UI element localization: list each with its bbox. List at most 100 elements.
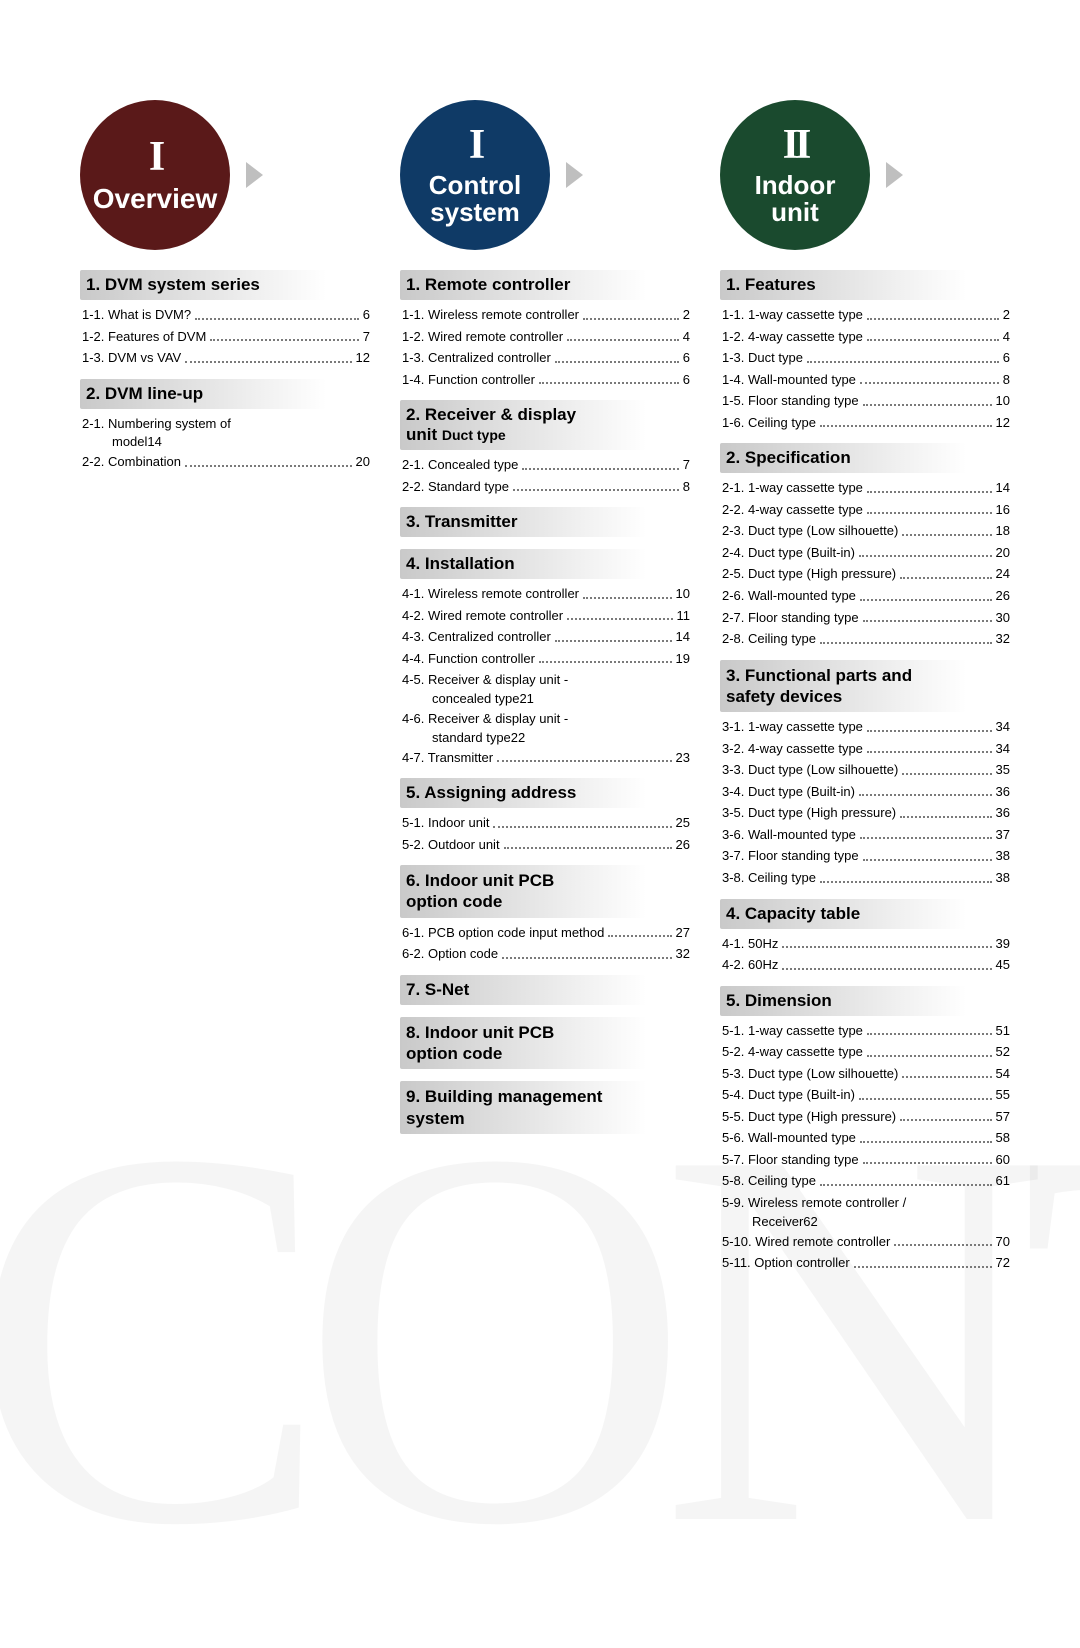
toc-item-page: 18 [996, 522, 1010, 540]
toc-item-label: 2-1. Concealed type [402, 456, 518, 474]
column-header: IControlsystem [400, 100, 690, 250]
toc-item-sublabel: model [112, 434, 147, 449]
section-items: 4-1. 50Hz394-2. 60Hz45 [720, 935, 1010, 974]
toc-item-label: 2-3. Duct type (Low silhouette) [722, 522, 898, 540]
toc-item: 4-4. Function controller19 [402, 650, 690, 668]
toc-item-label: 5-1. Indoor unit [402, 814, 489, 832]
toc-item-label: 2-2. Standard type [402, 478, 509, 496]
toc-item-page: 58 [996, 1129, 1010, 1147]
chapter-circle: IOverview [80, 100, 230, 250]
toc-item-label: 5-5. Duct type (High pressure) [722, 1108, 896, 1126]
arrow-icon [886, 162, 903, 188]
toc-item: 5-3. Duct type (Low silhouette)54 [722, 1065, 1010, 1083]
toc-item-page: 6 [683, 371, 690, 389]
toc-item: 1-5. Floor standing type10 [722, 392, 1010, 410]
chapter-circle: IControlsystem [400, 100, 550, 250]
toc-item-page: 12 [356, 349, 370, 367]
toc-item: 1-3. DVM vs VAV12 [82, 349, 370, 367]
toc-item: 1-4. Wall-mounted type 8 [722, 371, 1010, 389]
toc-item-label: 5-3. Duct type (Low silhouette) [722, 1065, 898, 1083]
toc-item-page: 32 [676, 945, 690, 963]
chapter-circle: IIIndoorunit [720, 100, 870, 250]
toc-item-page: 11 [677, 607, 691, 625]
toc-item: 2-6. Wall-mounted type26 [722, 587, 1010, 605]
toc-item-label: 1-3. Centralized controller [402, 349, 551, 367]
toc-item: 3-3. Duct type (Low silhouette)35 [722, 761, 1010, 779]
toc-item: 2-3. Duct type (Low silhouette) 18 [722, 522, 1010, 540]
toc-item-page: 55 [996, 1086, 1010, 1104]
toc-item-label: 5-8. Ceiling type [722, 1172, 816, 1190]
toc-item: 2-8. Ceiling type32 [722, 630, 1010, 648]
toc-item: 3-4. Duct type (Built-in)36 [722, 783, 1010, 801]
arrow-icon [246, 162, 263, 188]
toc-item-page: 60 [996, 1151, 1010, 1169]
toc-item: 4-6. Receiver & display unit - [402, 710, 690, 728]
toc-item-label: 2-2. Combination [82, 453, 181, 471]
toc-item: 1-2. Wired remote controller4 [402, 328, 690, 346]
toc-item-sub: model14 [82, 434, 370, 449]
toc-item: 5-1. 1-way cassette type 51 [722, 1022, 1010, 1040]
toc-item: 1-3. Duct type6 [722, 349, 1010, 367]
toc-item-page: 38 [996, 869, 1010, 887]
toc-item-page: 34 [996, 740, 1010, 758]
toc-item-label: 3-7. Floor standing type [722, 847, 859, 865]
toc-item-label: 5-1. 1-way cassette type [722, 1022, 863, 1040]
toc-item-page: 45 [996, 956, 1010, 974]
toc-item: 3-2. 4-way cassette type 34 [722, 740, 1010, 758]
toc-item-sublabel: standard type [432, 730, 511, 745]
toc-item-label: 5-4. Duct type (Built-in) [722, 1086, 855, 1104]
toc-item: 4-2. Wired remote controller11 [402, 607, 690, 625]
page: IOverview1. DVM system series1-1. What i… [0, 0, 1080, 1316]
toc-item: 3-1. 1-way cassette type34 [722, 718, 1010, 736]
toc-item-label: 4-4. Function controller [402, 650, 535, 668]
toc-item-label: 3-8. Ceiling type [722, 869, 816, 887]
toc-item-page: 26 [676, 836, 690, 854]
toc-item-page: 4 [1003, 328, 1010, 346]
toc-item-label: 5-6. Wall-mounted type [722, 1129, 856, 1147]
section-heading: 9. Building managementsystem [400, 1081, 690, 1134]
toc-item-label: 6-1. PCB option code input method [402, 924, 604, 942]
toc-item: 2-1. Numbering system of [82, 415, 370, 433]
roman-numeral: I [149, 136, 161, 178]
section-items: 4-1. Wireless remote controller104-2. Wi… [400, 585, 690, 766]
toc-item: 5-10. Wired remote controller70 [722, 1233, 1010, 1251]
toc-item: 5-6. Wall-mounted type 58 [722, 1129, 1010, 1147]
toc-item-page: 21 [519, 691, 533, 706]
toc-item: 5-5. Duct type (High pressure)57 [722, 1108, 1010, 1126]
toc-item-page: 8 [1003, 371, 1010, 389]
toc-item-label: 4-1. Wireless remote controller [402, 585, 579, 603]
toc-item: 2-2. 4-way cassette type16 [722, 501, 1010, 519]
section-heading: 1. Features [720, 270, 1010, 300]
toc-item-label: 4-3. Centralized controller [402, 628, 551, 646]
toc-item-page: 6 [363, 306, 370, 324]
section-heading: 6. Indoor unit PCBoption code [400, 865, 690, 918]
toc-item-label: 3-4. Duct type (Built-in) [722, 783, 855, 801]
toc-item: 2-1. 1-way cassette type14 [722, 479, 1010, 497]
toc-item: 5-2. Outdoor unit26 [402, 836, 690, 854]
toc-item-page: 34 [996, 718, 1010, 736]
toc-item: 5-9. Wireless remote controller / [722, 1194, 1010, 1212]
toc-item-label: 1-6. Ceiling type [722, 414, 816, 432]
toc-item: 1-1. What is DVM?6 [82, 306, 370, 324]
toc-item-label: 3-2. 4-way cassette type [722, 740, 863, 758]
toc-item-label: 1-4. Function controller [402, 371, 535, 389]
toc-item: 1-1. Wireless remote controller2 [402, 306, 690, 324]
toc-item-label: 1-4. Wall-mounted type [722, 371, 856, 389]
section-heading: 7. S-Net [400, 975, 690, 1005]
toc-item: 5-8. Ceiling type61 [722, 1172, 1010, 1190]
toc-item: 4-2. 60Hz45 [722, 956, 1010, 974]
toc-item-label: 4-5. Receiver & display unit - [402, 671, 568, 689]
section-heading: 3. Functional parts andsafety devices [720, 660, 1010, 713]
toc-item-label: 2-5. Duct type (High pressure) [722, 565, 896, 583]
toc-column: IOverview1. DVM system series1-1. What i… [80, 100, 370, 1276]
toc-item: 3-5. Duct type (High pressure)36 [722, 804, 1010, 822]
toc-item-page: 4 [683, 328, 690, 346]
toc-item-page: 24 [996, 565, 1010, 583]
toc-item: 5-4. Duct type (Built-in) 55 [722, 1086, 1010, 1104]
toc-item-page: 51 [996, 1022, 1010, 1040]
toc-item: 5-1. Indoor unit25 [402, 814, 690, 832]
toc-item: 2-7. Floor standing type30 [722, 609, 1010, 627]
toc-item-page: 22 [511, 730, 525, 745]
toc-item: 2-4. Duct type (Built-in)20 [722, 544, 1010, 562]
toc-item: 1-6. Ceiling type12 [722, 414, 1010, 432]
